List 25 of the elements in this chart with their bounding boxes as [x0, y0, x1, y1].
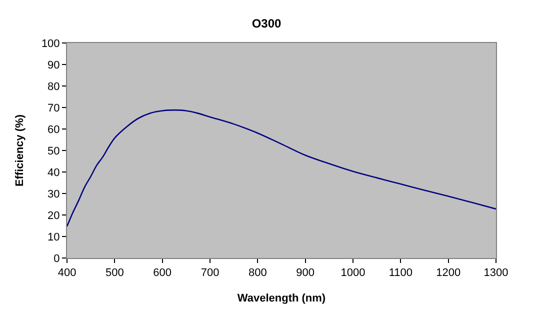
y-tick-label: 40: [48, 166, 60, 179]
x-tick-label: 900: [296, 267, 315, 280]
y-tick-label: 30: [48, 188, 60, 200]
chart-title: O300: [252, 16, 282, 31]
y-tick-label: 0: [54, 252, 60, 265]
y-tick-label: 70: [48, 102, 60, 114]
line-series: [67, 109, 496, 228]
x-axis-title: Wavelength (nm): [237, 292, 326, 304]
y-tick-label: 20: [48, 210, 60, 222]
x-tick-label: 700: [200, 267, 220, 280]
y-tick-label: 90: [48, 59, 60, 72]
x-tick-label: 400: [58, 267, 76, 280]
y-axis-title: Efficiency (%): [14, 114, 26, 187]
x-tick-label: 1100: [388, 267, 412, 280]
y-tick-label: 60: [48, 124, 60, 136]
y-tick-label: 50: [48, 145, 60, 158]
x-tick-label: 600: [153, 267, 172, 280]
x-tick-label: 1000: [340, 267, 366, 280]
y-tick-label: 10: [48, 231, 60, 244]
x-tick-label: 800: [248, 267, 267, 280]
x-tick-label: 1200: [436, 267, 461, 280]
y-tick-label: 80: [48, 80, 60, 93]
x-tick-label: 500: [105, 267, 124, 280]
y-tick-label: 100: [41, 38, 60, 50]
x-tick-label: 1300: [484, 267, 508, 280]
